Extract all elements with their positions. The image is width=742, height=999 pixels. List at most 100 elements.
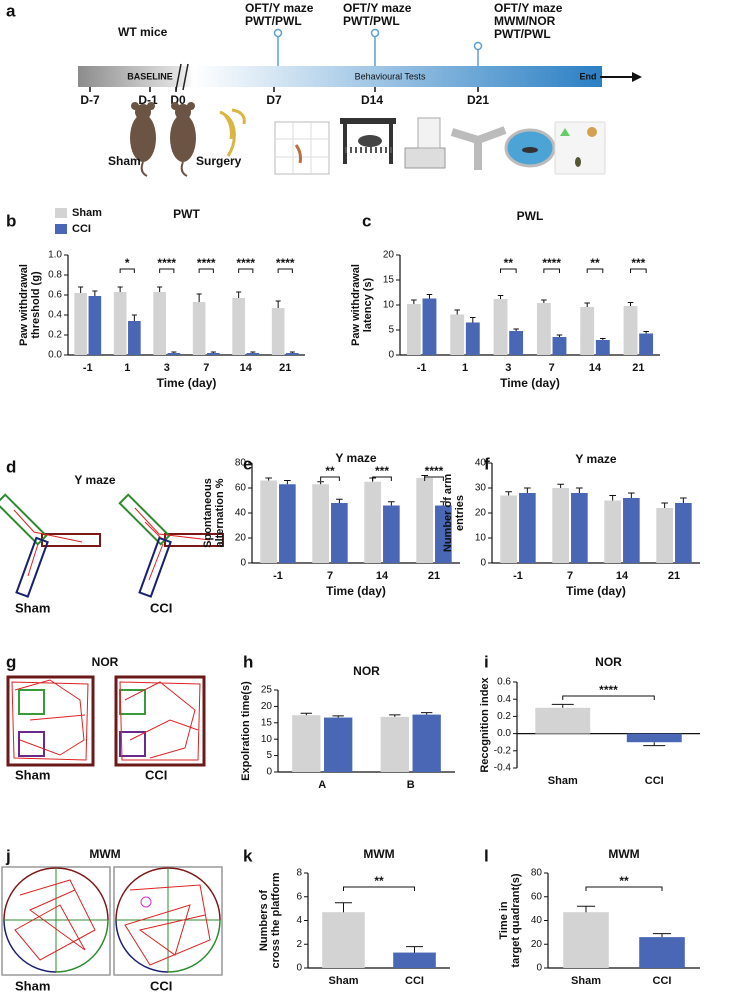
y-tick-label: 1.0 (48, 250, 62, 261)
significance: **** (599, 683, 618, 697)
significance-bracket (424, 476, 444, 481)
error-bar (336, 498, 343, 503)
test: PWT/PWL (343, 14, 400, 28)
bar (519, 493, 536, 563)
bar (271, 308, 285, 355)
nor-box (6, 675, 95, 767)
significance-bracket (119, 268, 135, 273)
x-tick-label: 1 (124, 362, 130, 374)
bar (536, 303, 551, 355)
panel-label: d (6, 457, 16, 476)
y-tick-label: 25 (261, 685, 273, 696)
bar (416, 478, 433, 563)
x-tick-label: Sham (329, 975, 359, 987)
y-tick-label: 30 (475, 483, 487, 494)
significance: ** (619, 874, 629, 888)
significance-bracket (500, 268, 517, 273)
nor-tracks: NOR Sham CCI (6, 655, 206, 782)
error-bar (275, 300, 281, 308)
cohort: WT mice (118, 25, 168, 39)
group-label: Sham (15, 978, 50, 993)
y-tick-label: 40 (475, 458, 487, 469)
significance: ** (325, 464, 335, 478)
panel-label: l (484, 846, 489, 865)
error-bar (388, 501, 395, 506)
error-bar (157, 286, 163, 292)
mice (130, 102, 196, 177)
error-bar (470, 317, 476, 323)
y-tick-label: 10 (475, 533, 487, 544)
bar (286, 353, 299, 355)
bar (509, 331, 524, 355)
legend-label: CCI (72, 223, 91, 235)
significance: **** (236, 256, 255, 270)
significance: **** (542, 256, 561, 270)
x-tick-label: 14 (376, 570, 389, 582)
group-label: CCI (145, 767, 167, 782)
x-tick-label: Sham (571, 975, 601, 987)
x-tick-label: 14 (589, 362, 602, 374)
y-axis-label: alternation % (214, 478, 226, 547)
x-tick-label: CCI (405, 975, 424, 987)
error-bar (250, 351, 256, 353)
error-bar (643, 331, 649, 334)
y-tick-label: 5 (266, 750, 272, 761)
error-bar (556, 334, 563, 337)
y-tick-label: 40 (235, 508, 247, 519)
bar (623, 306, 638, 355)
test: OFT/Y maze (245, 1, 314, 15)
significance: * (125, 256, 130, 270)
x-tick-label: A (318, 779, 326, 791)
y-tick-label: 40 (531, 915, 543, 926)
bar (113, 292, 127, 355)
timeline-bar (78, 66, 602, 87)
error-bar (421, 712, 433, 715)
error-bar (332, 715, 344, 718)
panel-label: a (6, 1, 16, 20)
chart-title: MWM (608, 847, 639, 861)
y-tick-label: 5 (388, 325, 394, 336)
y-tick-label: -0.2 (494, 745, 512, 756)
chart-title: NOR (353, 664, 380, 678)
significance: **** (276, 256, 295, 270)
bar (331, 503, 348, 563)
error-bar (210, 351, 216, 353)
bar (595, 340, 610, 355)
y-tick-label: 60 (235, 483, 247, 494)
error-bar (551, 703, 574, 708)
chart-title: PWL (517, 209, 544, 223)
panel-label: i (484, 652, 489, 671)
x-tick-label: 1 (462, 362, 468, 374)
error-bar (405, 946, 424, 953)
significance: ** (374, 874, 384, 888)
legend-swatch (55, 224, 67, 234)
error-bar (426, 294, 433, 299)
bar (552, 337, 567, 355)
y-tick-label: 20 (261, 701, 273, 712)
error-bar (609, 495, 616, 501)
x-tick-label: 14 (240, 362, 253, 374)
mwm-tracks: MWM Sham CCI (1, 847, 223, 993)
error-bar (557, 483, 564, 488)
y-maze (0, 493, 101, 598)
x-tick-label: -1 (273, 570, 283, 582)
error-bar (236, 291, 242, 298)
y-axis-label: Paw withdrawal (18, 264, 30, 346)
significance-bracket (159, 268, 175, 273)
y-tick-label: 20 (235, 533, 247, 544)
panel-title: MWM (89, 847, 120, 861)
error-bar (411, 299, 417, 304)
error-bar (289, 351, 295, 353)
panel-label: c (362, 211, 371, 230)
test: PWT/PWL (245, 14, 302, 28)
error-bar (92, 290, 98, 296)
group-label: CCI (150, 978, 172, 993)
y-tick-label: 6 (296, 891, 302, 902)
y-tick-label: 0 (536, 963, 542, 974)
significance-bracket (277, 268, 293, 273)
error-bar (627, 302, 634, 306)
y-tick-label: 0 (240, 558, 246, 569)
bar (639, 333, 654, 355)
bar (383, 505, 400, 563)
bar (626, 733, 682, 743)
